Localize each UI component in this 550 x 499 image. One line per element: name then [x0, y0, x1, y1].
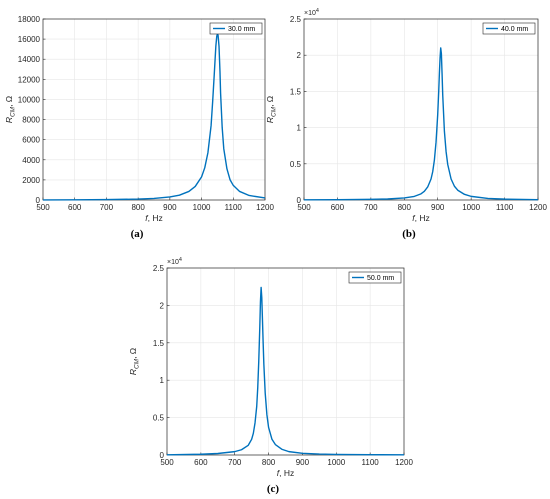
x-tick-label: 1100 — [225, 203, 243, 212]
y-tick-label: 2.5 — [153, 264, 165, 273]
exponent-base: ×10 — [304, 10, 316, 17]
y-exponent-label: ×104 — [304, 8, 319, 17]
y-tick-label: 16000 — [18, 35, 41, 44]
y-axis-symbol: R — [265, 117, 275, 123]
y-tick-label: 0 — [36, 196, 41, 205]
y-tick-label: 0.5 — [290, 160, 302, 169]
y-axis-unit: , Ω — [265, 96, 275, 107]
y-tick-label: 6000 — [22, 136, 40, 145]
y-axis-symbol: R — [4, 117, 14, 123]
x-tick-label: 1200 — [529, 203, 547, 212]
y-axis-unit: , Ω — [128, 348, 138, 359]
y-tick-label: 12000 — [18, 75, 41, 84]
x-tick-label: 800 — [398, 203, 412, 212]
chart-panel-3: 500 600 700 800 900 1000 1100 1200 0 0.5 1 1.5 2 2.5×… — [128, 257, 413, 495]
exponent-power: 4 — [316, 8, 319, 14]
x-tick-label: 1200 — [256, 203, 274, 212]
y-tick-label: 10000 — [18, 95, 41, 104]
x-tick-label: 700 — [228, 458, 242, 467]
y-tick-label: 0 — [297, 196, 302, 205]
x-axis-symbol: f — [145, 213, 149, 223]
x-tick-label: 1000 — [462, 203, 480, 212]
y-axis-subscript: CM — [271, 106, 278, 117]
x-axis-label: f, Hz — [145, 213, 163, 223]
x-axis-unit: , Hz — [415, 213, 430, 223]
x-axis-unit: , Hz — [148, 213, 163, 223]
x-tick-label: 800 — [131, 203, 145, 212]
panel-caption: (c) — [267, 483, 280, 495]
y-tick-label: 0.5 — [153, 414, 165, 423]
y-tick-label: 1 — [297, 124, 302, 133]
legend: 40.0 mm — [482, 22, 536, 35]
chart-panel-1: 500 600 700 800 900 1000 1100 12000200040006000… — [4, 15, 274, 240]
legend-label: 30.0 mm — [228, 26, 255, 33]
x-tick-label: 700 — [364, 203, 378, 212]
plot-area — [304, 19, 538, 200]
y-tick-label: 4000 — [22, 156, 40, 165]
x-tick-label: 1000 — [327, 458, 345, 467]
legend-label: 50.0 mm — [367, 275, 394, 282]
y-axis-symbol: R — [128, 369, 138, 375]
x-tick-label: 1100 — [496, 203, 514, 212]
x-axis-unit: , Hz — [279, 468, 294, 478]
x-tick-label: 900 — [431, 203, 445, 212]
y-axis-unit: , Ω — [4, 96, 14, 107]
y-axis-label: RCM, Ω — [128, 348, 141, 375]
y-axis-label: RCM, Ω — [4, 96, 17, 123]
axes-frame — [166, 267, 405, 456]
plot-area — [43, 19, 265, 200]
legend-label: 40.0 mm — [501, 26, 528, 33]
axes-frame — [42, 18, 266, 201]
y-axis-subscript: CM — [10, 106, 17, 117]
y-tick-label: 18000 — [18, 15, 41, 24]
x-tick-label: 600 — [331, 203, 345, 212]
x-axis-label: f, Hz — [277, 468, 295, 478]
panel-caption: (b) — [402, 228, 416, 240]
x-tick-label: 500 — [297, 203, 311, 212]
legend-box — [348, 271, 402, 284]
legend: 50.0 mm — [348, 271, 402, 284]
y-tick-label: 1 — [160, 376, 165, 385]
x-tick-label: 700 — [100, 203, 114, 212]
plot-area — [167, 268, 404, 455]
x-tick-label: 500 — [160, 458, 174, 467]
x-tick-label: 600 — [68, 203, 82, 212]
y-exponent-label: ×104 — [167, 257, 182, 266]
x-tick-label: 900 — [163, 203, 177, 212]
series-line-50-0-mm — [166, 286, 405, 456]
y-tick-label: 0 — [160, 451, 165, 460]
exponent-base: ×10 — [167, 259, 179, 266]
x-tick-label: 900 — [296, 458, 310, 467]
x-tick-label: 1200 — [395, 458, 413, 467]
y-tick-label: 14000 — [18, 55, 41, 64]
x-tick-label: 1100 — [362, 458, 380, 467]
axes-frame — [303, 18, 539, 201]
y-tick-label: 2 — [297, 51, 302, 60]
legend: 30.0 mm — [209, 22, 263, 35]
exponent-power: 4 — [179, 257, 182, 263]
x-tick-label: 600 — [194, 458, 208, 467]
y-tick-label: 1.5 — [290, 87, 302, 96]
y-axis-label: RCM, Ω — [265, 96, 278, 123]
y-tick-label: 8000 — [22, 116, 40, 125]
y-axis-subscript: CM — [134, 358, 141, 369]
series-line-40-0-mm — [303, 47, 539, 201]
x-tick-label: 800 — [262, 458, 276, 467]
panel-caption: (a) — [131, 228, 144, 240]
x-axis-symbol: f — [412, 213, 416, 223]
y-tick-label: 2000 — [22, 176, 40, 185]
legend-box — [482, 22, 536, 35]
legend-box — [209, 22, 263, 35]
x-tick-label: 1000 — [193, 203, 211, 212]
y-tick-label: 2 — [160, 301, 165, 310]
series-line-30-0-mm — [42, 33, 266, 201]
x-axis-label: f, Hz — [412, 213, 430, 223]
y-tick-label: 1.5 — [153, 339, 165, 348]
y-tick-label: 2.5 — [290, 15, 302, 24]
x-axis-symbol: f — [277, 468, 281, 478]
chart-panel-2: 500 600 700 800 900 1000 1100 1200 0 0.5 1 1.5 2 2.5×… — [265, 8, 547, 240]
x-tick-label: 500 — [36, 203, 50, 212]
